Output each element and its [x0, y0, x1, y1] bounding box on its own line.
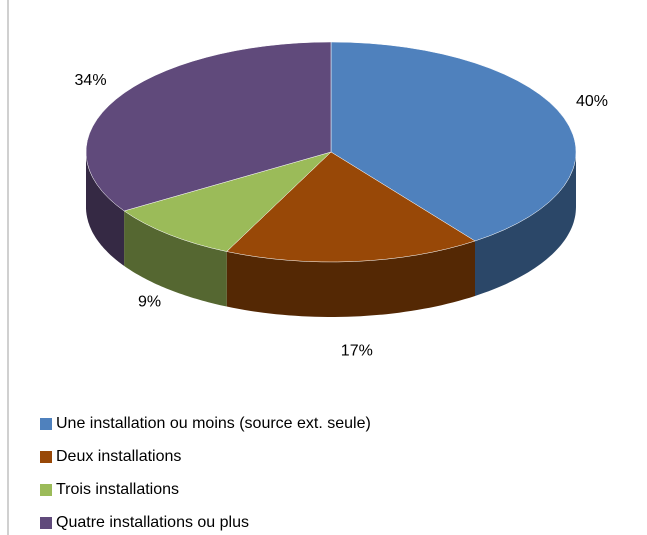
legend-label: Une installation ou moins (source ext. s… — [56, 415, 371, 432]
pie-slice — [226, 151, 476, 263]
legend-label: Trois installations — [56, 481, 179, 498]
pie-slice — [330, 41, 577, 242]
legend-label: Deux installations — [56, 448, 181, 465]
data-label: 17% — [341, 343, 373, 360]
legend-swatch — [40, 418, 52, 430]
legend-swatch — [40, 517, 52, 529]
pie-slice-side — [124, 210, 227, 307]
pie-slice — [123, 151, 332, 252]
legend-swatch — [40, 484, 52, 496]
pie-slice-side — [86, 152, 125, 266]
data-label: 40% — [576, 93, 608, 110]
data-label: 9% — [138, 293, 161, 310]
pie-slice-side — [475, 152, 576, 296]
data-label: 34% — [75, 72, 107, 89]
legend-swatch — [40, 451, 52, 463]
pie-slice — [85, 41, 332, 212]
legend-label: Quatre installations ou plus — [56, 514, 249, 531]
pie-slice-side — [226, 241, 475, 317]
